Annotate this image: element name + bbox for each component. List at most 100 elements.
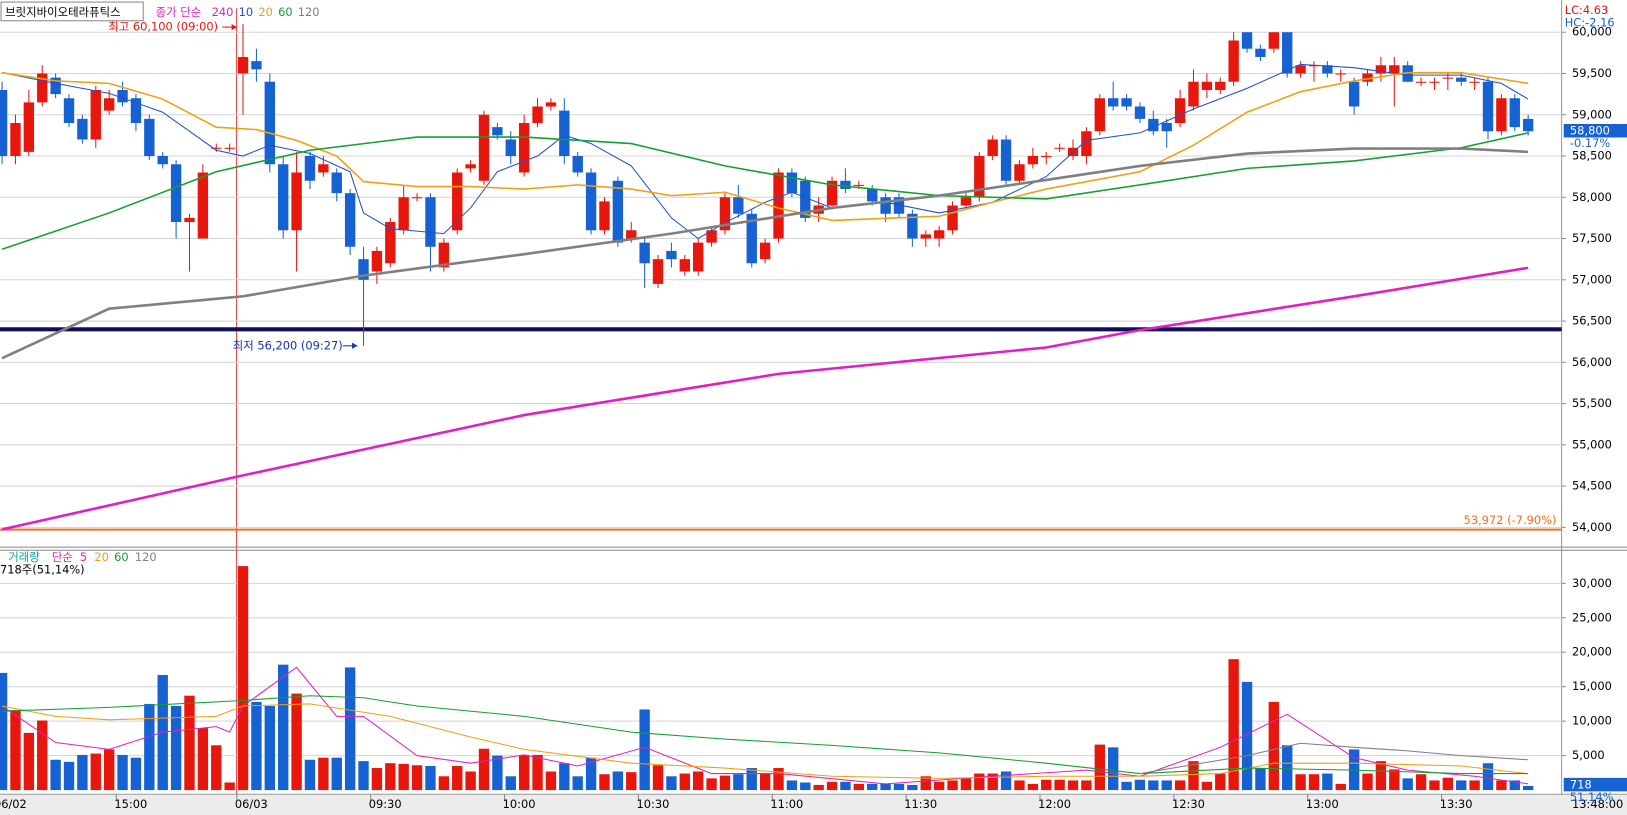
volume-bar: [1282, 745, 1293, 791]
candle-body: [425, 197, 436, 247]
volume-bar: [1295, 774, 1306, 791]
candle-body: [1496, 98, 1507, 132]
volume-bar: [1121, 781, 1132, 791]
lc-label: LC:4.63: [1565, 3, 1609, 17]
volume-bar: [559, 763, 570, 791]
volume-bar: [1000, 771, 1012, 791]
candle-body: [800, 180, 811, 218]
candle-body: [1161, 123, 1172, 132]
candle-body: [10, 123, 21, 157]
candle-body: [197, 172, 209, 239]
volume-bar: [773, 768, 784, 791]
volume-bar: [358, 761, 369, 791]
annotation: 최고 60,100 (09:00): [108, 20, 218, 34]
volume-bar: [103, 749, 115, 791]
volume-bar: [411, 765, 423, 791]
y-tick-label: 5,000: [1572, 748, 1605, 762]
volume-bar: [1041, 779, 1052, 791]
y-tick-label: 57,500: [1572, 231, 1612, 245]
candle-body: [599, 201, 610, 231]
volume-bar: [1161, 780, 1172, 791]
x-tick-label: 11:00: [770, 797, 803, 811]
candle-body: [211, 147, 222, 149]
volume-bar: [853, 783, 865, 791]
candle-body: [639, 242, 650, 264]
last-value-label: 718: [1570, 778, 1592, 792]
y-tick-label: 59,500: [1572, 66, 1612, 80]
volume-bar: [438, 776, 450, 791]
volume-bar: [1496, 780, 1507, 791]
volume-bar: [398, 763, 409, 791]
candle-body: [826, 180, 838, 206]
y-tick-label: 60,000: [1572, 25, 1612, 39]
volume-bar: [532, 754, 543, 791]
candle-body: [880, 197, 891, 214]
volume-bar: [77, 754, 88, 791]
candle-body: [224, 147, 235, 149]
volume-bar: [947, 780, 958, 791]
candle-body: [1148, 118, 1159, 132]
volume-bar: [1241, 681, 1253, 791]
x-tick-label: 10:30: [637, 797, 670, 811]
x-tick-label: 13:30: [1440, 797, 1473, 811]
candle-body: [331, 172, 342, 194]
volume-bar: [920, 776, 931, 791]
volume-bar: [1375, 761, 1387, 791]
candle-body: [0, 89, 8, 157]
candle-body: [1081, 131, 1092, 157]
y-tick-label: 58,000: [1572, 190, 1612, 204]
candle-body: [1041, 156, 1052, 158]
candle-body: [291, 172, 302, 231]
volume-bar: [545, 771, 557, 791]
candle-body: [264, 81, 275, 165]
candle-body: [853, 184, 865, 186]
volume-bar: [1442, 777, 1454, 791]
candle-body: [759, 242, 771, 260]
candle-body: [358, 259, 369, 280]
x-tick-label: 09:30: [369, 797, 402, 811]
volume-bar: [1362, 773, 1373, 791]
candle-body: [1215, 81, 1226, 90]
volume-bar: [1389, 769, 1400, 791]
candle-body: [1362, 73, 1373, 82]
volume-bar: [759, 773, 771, 791]
y-tick-label: 54,000: [1572, 520, 1612, 534]
volume-bar: [318, 757, 329, 791]
y-tick-label: 58,500: [1572, 149, 1612, 163]
candle-body: [144, 118, 155, 157]
annotation-arrowhead: [352, 342, 358, 349]
candle-body: [1295, 65, 1306, 74]
volume-bar: [974, 773, 985, 791]
moving-average: [1, 703, 1529, 779]
volume-bar: [1054, 779, 1065, 791]
candle-body: [974, 156, 985, 198]
candle-body: [612, 180, 624, 243]
volume-bar: [197, 728, 209, 791]
volume-bar: [1174, 780, 1186, 791]
reference-label: 53,972 (-7.90%): [1464, 513, 1557, 527]
x-tick-label: 12:30: [1172, 797, 1205, 811]
candle-body: [1402, 65, 1413, 82]
volume-bar: [63, 761, 75, 791]
volume-bar: [1415, 774, 1427, 791]
title-box[interactable]: [0, 1, 144, 22]
candle-body: [385, 222, 396, 264]
volume-bar: [0, 672, 8, 791]
volume-bar: [264, 706, 275, 791]
candle-body: [572, 156, 583, 173]
legend-label: 종가 단순: [156, 5, 202, 19]
candle-body: [411, 197, 423, 199]
volume-bar: [813, 784, 824, 791]
candle-body: [1348, 81, 1360, 107]
annotation-arrowhead: [231, 23, 237, 31]
legend-entry: 20: [258, 5, 273, 19]
volume-bar: [117, 754, 128, 791]
candle-body: [23, 102, 35, 152]
volume-bar: [612, 771, 624, 791]
legend-entry: 60: [114, 550, 129, 564]
volume-bar: [331, 757, 342, 791]
volume-bar: [652, 765, 664, 791]
y-tick-label: 57,000: [1572, 272, 1612, 286]
